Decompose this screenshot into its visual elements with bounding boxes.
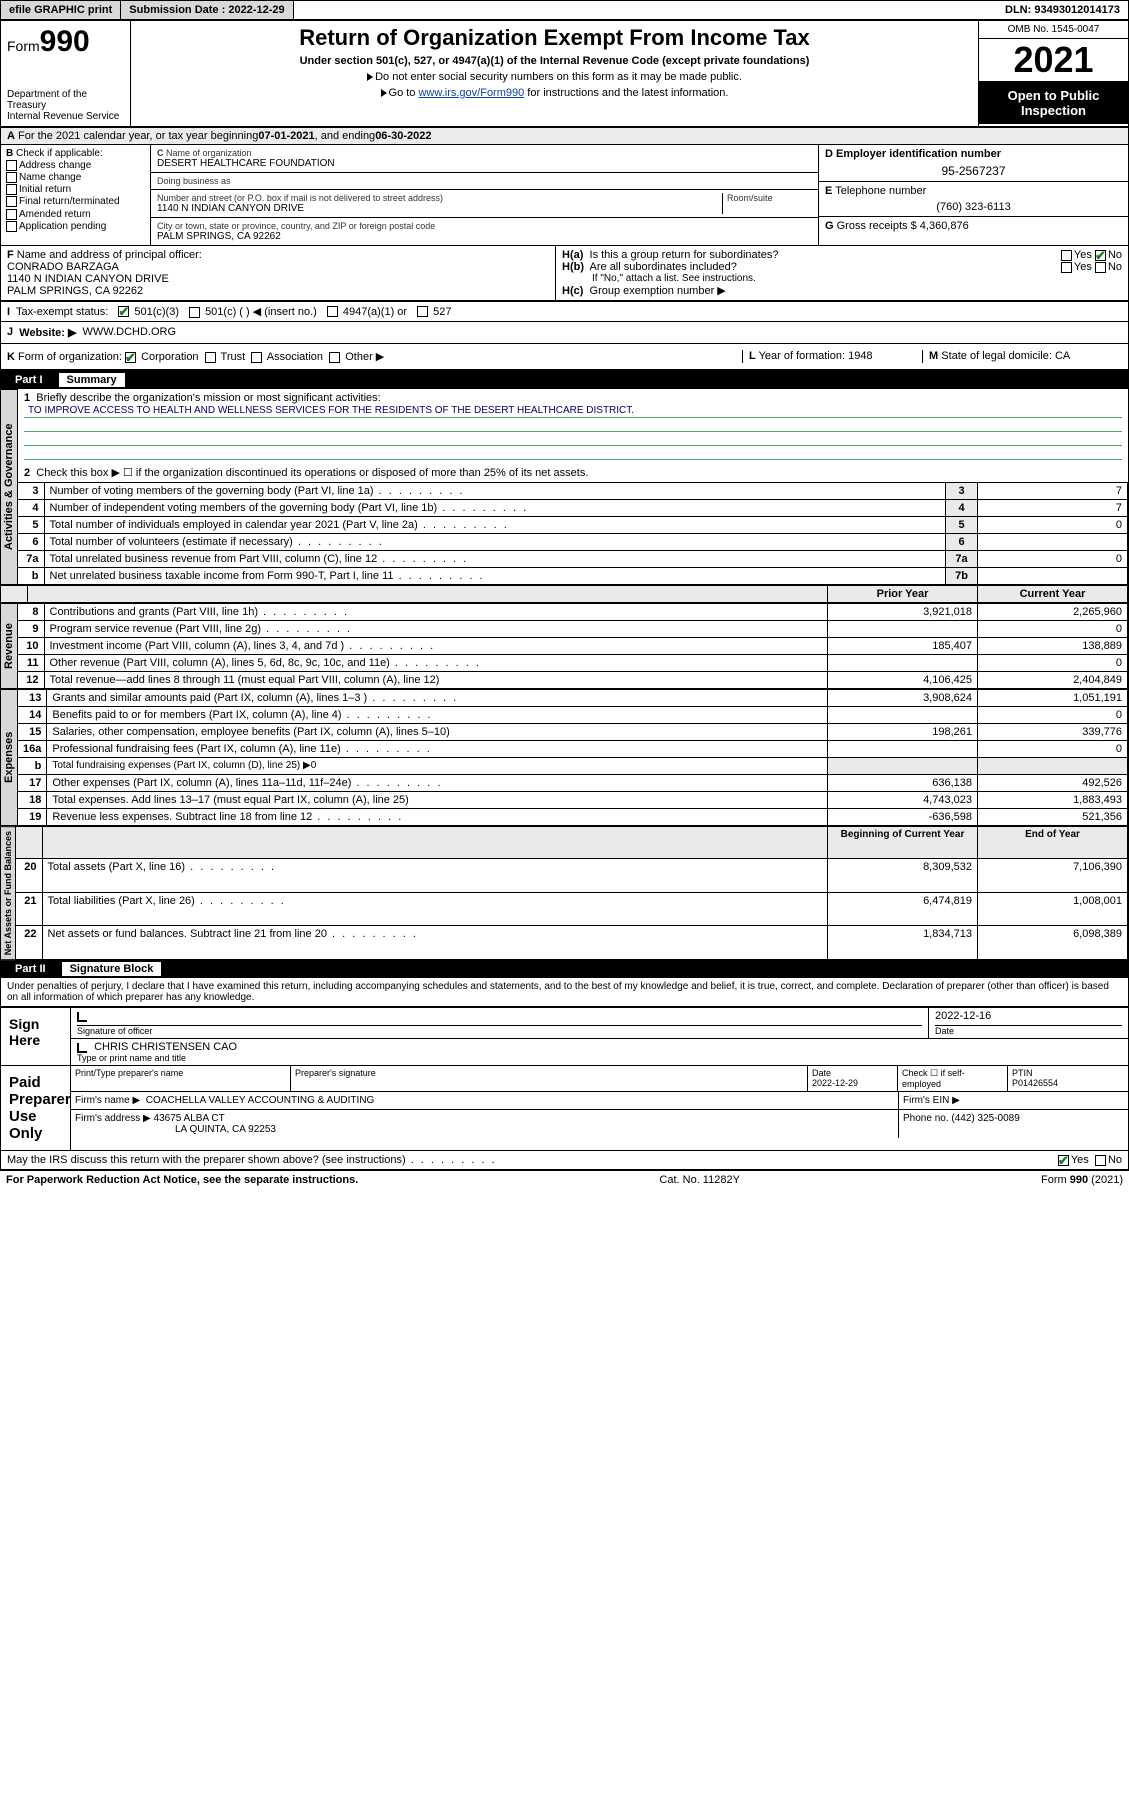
telephone: (760) 323-6113 <box>825 201 1122 213</box>
year-header-row: Prior Year Current Year <box>1 585 1128 603</box>
vlabel-revenue: Revenue <box>1 603 18 689</box>
page-footer: For Paperwork Reduction Act Notice, see … <box>0 1170 1129 1189</box>
self-employed-check[interactable]: Check ☐ if self-employed <box>898 1066 1008 1091</box>
efile-topbar: efile GRAPHIC print Submission Date : 20… <box>0 0 1129 20</box>
open-to-public: Open to Public Inspection <box>979 82 1128 124</box>
chk-other[interactable] <box>329 352 340 363</box>
part1-header: Part I Summary <box>1 371 1128 389</box>
signature-date: 2022-12-16 <box>935 1010 1122 1026</box>
state-domicile: M State of legal domicile: CA <box>922 350 1122 363</box>
chk-501c[interactable]: 501(c) ( ) ◀ (insert no.) <box>189 305 317 318</box>
chk-527[interactable]: 527 <box>417 306 451 318</box>
instructions-link-line: Go to www.irs.gov/Form990 for instructio… <box>137 87 972 99</box>
perjury-declaration: Under penalties of perjury, I declare th… <box>1 978 1128 1006</box>
paid-preparer-label: Paid Preparer Use Only <box>1 1066 71 1150</box>
firm-phone: (442) 325-0089 <box>951 1113 1019 1124</box>
firm-address: 43675 ALBA CT <box>154 1113 225 1124</box>
irs-label: Internal Revenue Service <box>7 111 124 122</box>
h-note: If "No," attach a list. See instructions… <box>562 273 1122 284</box>
col-b-checkboxes: B Check if applicable: Address change Na… <box>1 145 151 245</box>
firm-name: COACHELLA VALLEY ACCOUNTING & AUDITING <box>146 1095 375 1106</box>
chk-trust[interactable] <box>205 352 216 363</box>
signature-arrow-icon <box>77 1043 87 1053</box>
efile-graphic-label: efile GRAPHIC print <box>1 1 121 19</box>
netassets-table: Beginning of Current Year End of Year 20… <box>16 826 1128 960</box>
chk-initial-return[interactable]: Initial return <box>6 184 145 195</box>
year-formation: L Year of formation: 1948 <box>742 350 922 363</box>
dept-treasury: Department of the Treasury <box>7 89 124 111</box>
chk-name-change[interactable]: Name change <box>6 172 145 183</box>
city-state-zip: PALM SPRINGS, CA 92262 <box>157 231 812 242</box>
signature-arrow-icon <box>77 1012 87 1022</box>
row-a-tax-year: A For the 2021 calendar year, or tax yea… <box>1 128 1128 145</box>
sign-here-label: Sign Here <box>1 1008 71 1065</box>
vlabel-netassets: Net Assets or Fund Balances <box>1 826 16 960</box>
chk-corp[interactable] <box>125 352 136 363</box>
chk-address-change[interactable]: Address change <box>6 160 145 171</box>
mission-statement: TO IMPROVE ACCESS TO HEALTH AND WELLNESS… <box>24 404 1122 418</box>
gross-receipts: 4,360,876 <box>920 220 969 232</box>
form-title: Return of Organization Exempt From Incom… <box>137 25 972 51</box>
chk-final-return[interactable]: Final return/terminated <box>6 196 145 207</box>
website: WWW.DCHD.ORG <box>83 326 176 339</box>
ein: 95-2567237 <box>825 164 1122 178</box>
preparer-date: 2022-12-29 <box>812 1078 858 1088</box>
ptin: P01426554 <box>1012 1078 1058 1088</box>
ssn-note: Do not enter social security numbers on … <box>137 71 972 83</box>
chk-501c3[interactable]: 501(c)(3) <box>118 306 179 318</box>
dln: DLN: 93493012014173 <box>997 1 1128 19</box>
chk-app-pending[interactable]: Application pending <box>6 221 145 232</box>
submission-date: Submission Date : 2022-12-29 <box>121 1 293 19</box>
chk-assoc[interactable] <box>251 352 262 363</box>
col-c-org-info: C Name of organization DESERT HEALTHCARE… <box>151 145 818 245</box>
chk-amended[interactable]: Amended return <box>6 209 145 220</box>
h-b: H(b) Are all subordinates included? Yes … <box>562 261 1122 273</box>
part2-header: Part II Signature Block <box>1 960 1128 978</box>
h-c: H(c) Group exemption number ▶ <box>562 284 1122 297</box>
discuss-with-preparer: May the IRS discuss this return with the… <box>1 1151 1128 1169</box>
expenses-table: 13Grants and similar amounts paid (Part … <box>18 689 1128 826</box>
omb-number: OMB No. 1545-0047 <box>979 21 1128 39</box>
form-990-label: Form990 <box>7 25 124 59</box>
vlabel-activities: Activities & Governance <box>1 389 18 585</box>
chk-4947[interactable]: 4947(a)(1) or <box>327 306 407 318</box>
street-address: 1140 N INDIAN CANYON DRIVE <box>157 203 722 214</box>
instructions-link[interactable]: www.irs.gov/Form990 <box>418 87 524 99</box>
summary-lines-3-7: 3Number of voting members of the governi… <box>18 482 1128 585</box>
officer-name-title: CHRIS CHRISTENSEN CAO <box>94 1041 237 1053</box>
h-a: H(a) Is this a group return for subordin… <box>562 249 1122 261</box>
tax-year: 2021 <box>979 39 1128 82</box>
revenue-table: 8Contributions and grants (Part VIII, li… <box>18 603 1128 689</box>
vlabel-expenses: Expenses <box>1 689 18 826</box>
org-name: DESERT HEALTHCARE FOUNDATION <box>157 158 812 169</box>
form-subtitle: Under section 501(c), 527, or 4947(a)(1)… <box>137 55 972 67</box>
principal-officer: F Name and address of principal officer:… <box>1 246 556 300</box>
form-header: Form990 Department of the Treasury Inter… <box>1 21 1128 128</box>
